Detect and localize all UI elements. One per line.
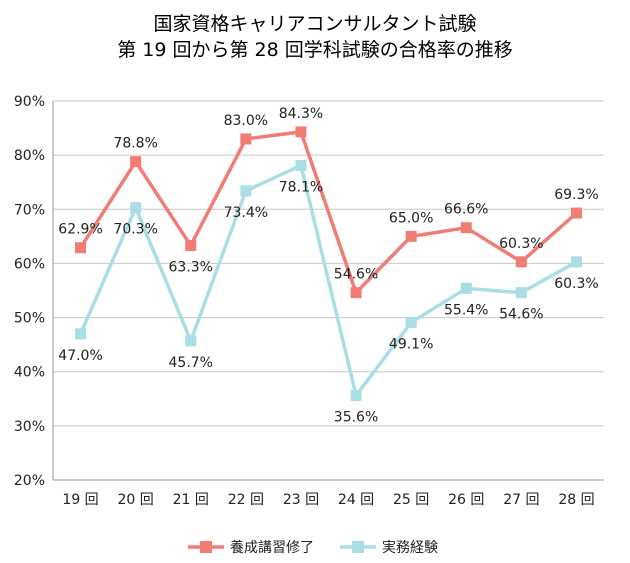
data-label: 60.3% xyxy=(499,236,543,252)
x-tick-label: 21 回 xyxy=(173,492,209,508)
x-tick-label: 22 回 xyxy=(228,492,264,508)
x-tick-label: 19 回 xyxy=(62,492,98,508)
y-axis-ticks: 20% 30% 40% 50% 60% 70% 80% 90% xyxy=(14,94,45,489)
data-label: 69.3% xyxy=(554,187,598,203)
x-tick-label: 28 回 xyxy=(558,492,594,508)
series-line xyxy=(79,130,578,295)
data-label: 78.1% xyxy=(279,179,323,195)
y-tick-label: 60% xyxy=(14,256,45,272)
x-tick-label: 27 回 xyxy=(503,492,539,508)
data-point xyxy=(295,126,307,138)
data-label: 47.0% xyxy=(58,348,102,364)
data-point xyxy=(240,185,252,197)
data-point xyxy=(515,256,527,268)
data-point xyxy=(350,390,362,402)
data-label: 63.3% xyxy=(169,260,213,276)
data-point xyxy=(460,282,472,294)
y-tick-label: 50% xyxy=(14,311,45,327)
data-label: 83.0% xyxy=(224,113,268,129)
legend-label: 養成講習修了 xyxy=(230,539,314,556)
data-point xyxy=(405,316,417,328)
x-tick-label: 20 回 xyxy=(118,492,154,508)
data-point xyxy=(75,242,87,254)
data-label: 62.9% xyxy=(58,222,102,238)
data-point xyxy=(130,202,142,214)
legend-marker xyxy=(200,541,212,553)
x-tick-label: 26 回 xyxy=(448,492,484,508)
legend: 養成講習修了 実務経験 xyxy=(188,539,438,556)
y-tick-label: 90% xyxy=(14,94,45,110)
data-label: 54.6% xyxy=(334,267,378,283)
data-label: 66.6% xyxy=(444,202,488,218)
y-tick-label: 20% xyxy=(14,473,45,489)
data-point xyxy=(295,159,307,171)
data-point xyxy=(405,230,417,242)
legend-item: 実務経験 xyxy=(340,540,438,556)
data-point xyxy=(75,328,87,340)
x-tick-label: 25 回 xyxy=(393,492,429,508)
axes xyxy=(52,101,604,481)
data-point xyxy=(515,287,527,299)
data-label: 65.0% xyxy=(389,210,433,226)
legend-item: 養成講習修了 xyxy=(188,539,314,556)
data-point xyxy=(570,256,582,268)
y-tick-label: 80% xyxy=(14,148,45,164)
data-label: 78.8% xyxy=(113,136,157,152)
data-label: 60.3% xyxy=(554,276,598,292)
data-point xyxy=(240,133,252,145)
legend-label: 実務経験 xyxy=(382,540,438,556)
y-tick-label: 70% xyxy=(14,202,45,218)
data-label: 70.3% xyxy=(113,222,157,238)
data-label: 54.6% xyxy=(499,307,543,323)
data-label: 73.4% xyxy=(224,205,268,221)
data-label: 84.3% xyxy=(279,106,323,122)
y-tick-label: 40% xyxy=(14,365,45,381)
data-point xyxy=(130,156,142,168)
data-label: 35.6% xyxy=(334,410,378,426)
series-line xyxy=(78,163,578,398)
data-point xyxy=(185,335,197,347)
x-axis-ticks: 19 回 20 回 21 回 22 回 23 回 24 回 25 回 26 回 27 回 28 回 xyxy=(62,492,594,508)
data-label: 55.4% xyxy=(444,302,488,318)
data-label: 45.7% xyxy=(169,355,213,371)
data-labels: 62.9% 78.8% 63.3% 83.0% 84.3% 54.6% 65.0% 66.6%… xyxy=(58,106,598,426)
data-point xyxy=(460,222,472,234)
series-lines xyxy=(75,126,582,402)
x-tick-label: 23 回 xyxy=(283,492,319,508)
data-point xyxy=(350,287,362,299)
chart-title-line: 第 19 回から第 28 回学科試験の合格率の推移 xyxy=(117,39,513,61)
data-point xyxy=(185,240,197,252)
x-tick-label: 24 回 xyxy=(338,492,374,508)
data-label: 49.1% xyxy=(389,336,433,352)
y-tick-label: 30% xyxy=(14,419,45,435)
data-point xyxy=(570,207,582,219)
legend-marker xyxy=(352,541,364,553)
chart-title-line: 国家資格キャリアコンサルタント試験 xyxy=(153,13,476,35)
